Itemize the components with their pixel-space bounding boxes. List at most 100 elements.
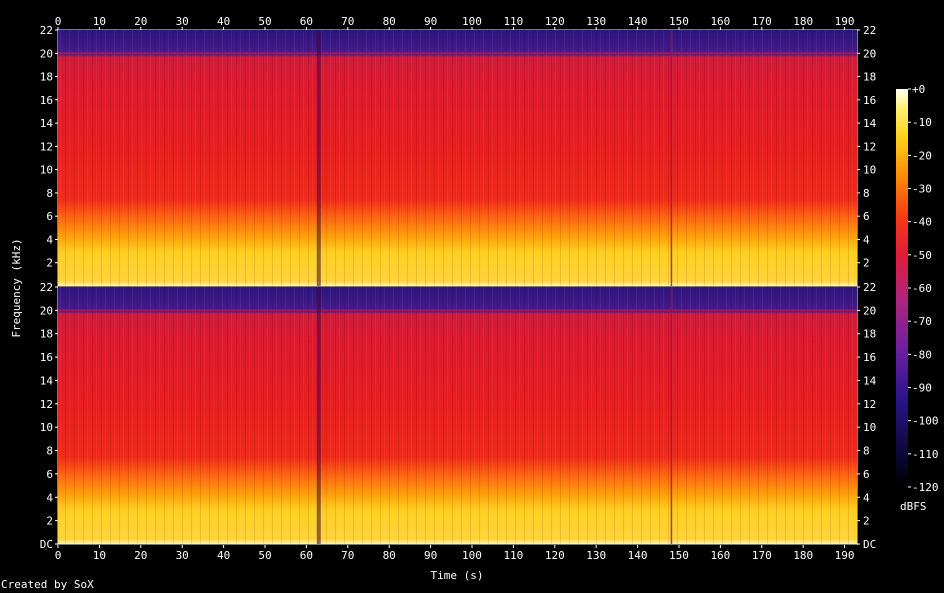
x-tick-label-bottom: 10 xyxy=(93,549,106,562)
plot-border xyxy=(57,286,858,545)
y-tick-label-left: 14 xyxy=(40,374,54,387)
x-axis-bottom: 0 10 20 30 40 50 60 70 80 90 100 110 120 130 140 150 160… xyxy=(55,545,855,562)
spectrogram-channel-2 xyxy=(57,286,858,545)
x-tick-label-bottom: 140 xyxy=(628,549,648,562)
y-tick-label-left: 22 xyxy=(40,281,53,294)
spectrogram-texture xyxy=(58,30,857,286)
y-tick-label-right: 8 xyxy=(863,187,870,200)
dropout-mark xyxy=(316,287,321,544)
y-tick-label-left: 8 xyxy=(46,445,53,458)
y-tick-label-left: 22 xyxy=(40,24,53,37)
y-tick-label-right: 10 xyxy=(863,164,876,177)
colorbar-tick-label: -40 xyxy=(912,216,932,229)
x-tick-label-top: 90 xyxy=(424,15,437,28)
cutoff-band xyxy=(58,309,857,312)
x-tick-label-bottom: 0 xyxy=(55,549,62,562)
y-tick-label-left: 18 xyxy=(40,71,53,84)
x-tick-label-bottom: 110 xyxy=(503,549,523,562)
colorbar-gradient xyxy=(896,89,908,487)
x-tick-label-top: 30 xyxy=(176,15,189,28)
x-tick-label-top: 110 xyxy=(503,15,523,28)
y-tick-label-left: 16 xyxy=(40,94,53,107)
x-tick-label-top: 160 xyxy=(710,15,730,28)
cutoff-band xyxy=(58,52,857,55)
y-tick-label-right: 14 xyxy=(863,117,877,130)
dropout-mark xyxy=(316,30,321,286)
x-tick-label-bottom: 130 xyxy=(586,549,606,562)
y-tick-label-right: 16 xyxy=(863,94,876,107)
x-tick-label-top: 60 xyxy=(300,15,313,28)
x-tick-label-top: 120 xyxy=(545,15,565,28)
colorbar-label: dBFS xyxy=(900,500,927,513)
colorbar-tick-label: +0 xyxy=(912,83,925,96)
x-tick-label-top: 170 xyxy=(752,15,772,28)
x-tick-label-top: 70 xyxy=(341,15,354,28)
x-axis-label: Time (s) xyxy=(431,569,484,582)
colorbar-tick-label: -80 xyxy=(912,348,932,361)
y-tick-label-left: 12 xyxy=(40,140,53,153)
x-tick-label-bottom: 170 xyxy=(752,549,772,562)
y-tick-label-right: 20 xyxy=(863,47,876,60)
colorbar-tick-label: -20 xyxy=(912,149,932,162)
colorbar-tick-label: -50 xyxy=(912,249,932,262)
colorbar-tick-label: -120 xyxy=(912,481,939,494)
x-tick-label-top: 130 xyxy=(586,15,606,28)
y-tick-label-left: 2 xyxy=(46,515,53,528)
x-tick-label-top: 10 xyxy=(93,15,106,28)
x-tick-label-bottom: 120 xyxy=(545,549,565,562)
y-tick-label-right: 12 xyxy=(863,140,876,153)
colorbar-tick-label: -110 xyxy=(912,448,939,461)
x-tick-label-bottom: 70 xyxy=(341,549,354,562)
y-tick-label-right: 4 xyxy=(863,233,870,246)
y-tick-label-left: 4 xyxy=(46,233,53,246)
y-tick-label-left: 20 xyxy=(40,47,53,60)
x-tick-label-top: 180 xyxy=(793,15,813,28)
y-tick-label-left: 2 xyxy=(46,257,53,270)
y-tick-label-left: 10 xyxy=(40,421,53,434)
x-tick-label-bottom: 100 xyxy=(462,549,482,562)
x-tick-label-bottom: 40 xyxy=(217,549,230,562)
x-tick-label-bottom: 80 xyxy=(383,549,396,562)
x-tick-label-top: 80 xyxy=(383,15,396,28)
y-tick-label-left: 18 xyxy=(40,328,53,341)
spectrogram-channel-1 xyxy=(57,29,858,287)
x-tick-label-bottom: 180 xyxy=(793,549,813,562)
y-tick-label-right: 6 xyxy=(863,468,870,481)
y-tick-label-left: 10 xyxy=(40,164,53,177)
y-tick-label-left: 6 xyxy=(46,468,53,481)
spectrogram-texture xyxy=(58,287,857,544)
x-tick-label-bottom: 90 xyxy=(424,549,437,562)
x-tick-label-bottom: 60 xyxy=(300,549,313,562)
y-tick-label-right: 6 xyxy=(863,210,870,223)
x-tick-label-top: 40 xyxy=(217,15,230,28)
x-tick-label-bottom: 50 xyxy=(258,549,271,562)
x-tick-label-top: 140 xyxy=(628,15,648,28)
x-tick-label-top: 0 xyxy=(55,15,62,28)
x-tick-label-bottom: 20 xyxy=(134,549,147,562)
x-tick-label-top: 150 xyxy=(669,15,689,28)
y-tick-label-left: DC xyxy=(40,538,53,551)
y-tick-label-right: 18 xyxy=(863,328,876,341)
y-tick-label-right: 18 xyxy=(863,71,876,84)
y-tick-label-left: 14 xyxy=(40,117,54,130)
y-tick-label-right: 4 xyxy=(863,491,870,504)
x-tick-label-top: 50 xyxy=(258,15,271,28)
y-axis-label: Frequency (kHz) xyxy=(10,238,23,337)
y-tick-label-right: 16 xyxy=(863,351,876,364)
y-tick-label-right: 8 xyxy=(863,445,870,458)
colorbar-tick-label: -100 xyxy=(912,415,939,428)
x-axis-top: 0 10 20 30 40 50 60 70 80 90 100 110 120 130 140 150 160… xyxy=(55,15,855,30)
y-tick-label-right: DC xyxy=(863,538,876,551)
y-tick-label-left: 12 xyxy=(40,398,53,411)
created-by-credit: Created by SoX xyxy=(1,578,94,591)
y-tick-label-left: 6 xyxy=(46,210,53,223)
colorbar-tick-label: -70 xyxy=(912,315,932,328)
y-tick-label-left: 16 xyxy=(40,351,53,364)
y-tick-label-right: 20 xyxy=(863,304,876,317)
y-tick-label-right: 22 xyxy=(863,281,876,294)
y-tick-label-right: 2 xyxy=(863,257,870,270)
y-tick-label-right: 2 xyxy=(863,515,870,528)
x-tick-label-top: 20 xyxy=(134,15,147,28)
colorbar-tick-label: -10 xyxy=(912,116,932,129)
